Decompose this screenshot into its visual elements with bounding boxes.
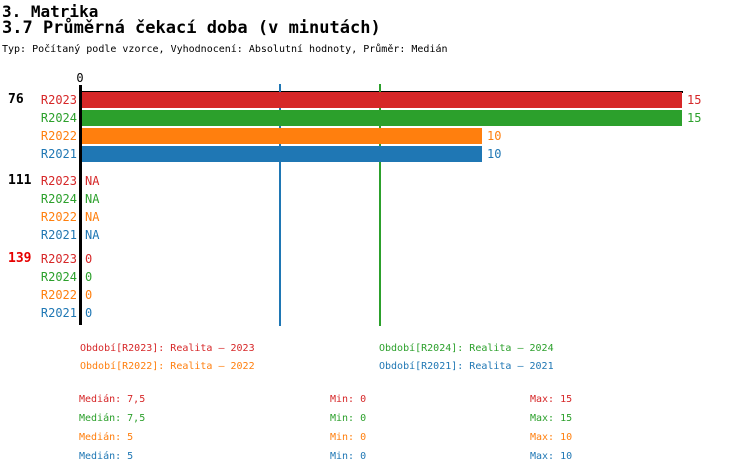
series-label-r2021: R2021 xyxy=(40,306,77,320)
group-label-111: 111 xyxy=(8,173,32,188)
series-label-r2022: R2022 xyxy=(40,288,77,302)
na-row-r2024: R2024 NA xyxy=(0,191,750,207)
series-label-r2021: R2021 xyxy=(40,228,77,242)
series-label-r2024: R2024 xyxy=(40,270,77,284)
stat-max-r2024: Max: 15 xyxy=(530,413,573,424)
group-label-139: 139 xyxy=(8,251,32,266)
legend-item-r2022: Období[R2022]: Realita – 2022 xyxy=(80,361,255,372)
zero-row-r2022: R2022 0 xyxy=(0,287,750,303)
bar-r2023 xyxy=(82,92,682,108)
value-r2022: 0 xyxy=(85,288,93,302)
stat-max-r2022: Max: 10 xyxy=(530,432,573,443)
na-row-r2021: R2021 NA xyxy=(0,227,750,243)
stat-median-r2021: Medián: 5 xyxy=(79,451,134,462)
chart-title: 3.7 Průměrná čekací doba (v minutách) xyxy=(2,18,381,38)
bar-value-r2024: 15 xyxy=(687,111,702,125)
stat-median-r2023: Medián: 7,5 xyxy=(79,394,146,405)
bar-value-r2022: 10 xyxy=(487,129,502,143)
stat-min-r2022: Min: 0 xyxy=(330,432,367,443)
series-label-r2023: R2023 xyxy=(40,93,77,107)
value-r2023: 0 xyxy=(85,252,93,266)
series-label-r2024: R2024 xyxy=(40,111,77,125)
value-r2024: 0 xyxy=(85,270,93,284)
stat-min-r2024: Min: 0 xyxy=(330,413,367,424)
value-r2024: NA xyxy=(85,192,100,206)
median-line-r2021 xyxy=(279,84,281,326)
series-label-r2023: R2023 xyxy=(40,252,77,266)
legend-item-r2023: Období[R2023]: Realita – 2023 xyxy=(80,343,255,354)
zero-row-r2023: R2023 0 xyxy=(0,251,750,267)
series-label-r2023: R2023 xyxy=(40,174,77,188)
value-r2023: NA xyxy=(85,174,100,188)
stat-max-r2023: Max: 15 xyxy=(530,394,573,405)
bar-r2022 xyxy=(82,128,482,144)
bar-row-r2023: R2023 15 xyxy=(0,92,750,108)
bar-row-r2021: R2021 10 xyxy=(0,146,750,162)
chart-meta: Typ: Počítaný podle vzorce, Vyhodnocení:… xyxy=(2,44,448,55)
page-title: 3. Matrika xyxy=(2,2,99,21)
na-row-r2023: R2023 NA xyxy=(0,173,750,189)
stat-max-r2021: Max: 10 xyxy=(530,451,573,462)
na-row-r2022: R2022 NA xyxy=(0,209,750,225)
axis-tick-label-zero: 0 xyxy=(76,71,84,85)
legend-item-r2021: Období[R2021]: Realita – 2021 xyxy=(379,361,554,372)
bar-value-r2023: 15 xyxy=(687,93,702,107)
median-line-r2024 xyxy=(379,84,381,326)
bar-r2021 xyxy=(82,146,482,162)
series-label-r2022: R2022 xyxy=(40,129,77,143)
bar-r2024 xyxy=(82,110,682,126)
series-label-r2024: R2024 xyxy=(40,192,77,206)
series-label-r2022: R2022 xyxy=(40,210,77,224)
bar-row-r2022: R2022 10 xyxy=(0,128,750,144)
stat-min-r2023: Min: 0 xyxy=(330,394,367,405)
bar-value-r2021: 10 xyxy=(487,147,502,161)
zero-row-r2021: R2021 0 xyxy=(0,305,750,321)
y-axis-line xyxy=(79,85,82,325)
value-r2021: 0 xyxy=(85,306,93,320)
legend-item-r2024: Období[R2024]: Realita – 2024 xyxy=(379,343,554,354)
bar-row-r2024: R2024 15 xyxy=(0,110,750,126)
value-r2021: NA xyxy=(85,228,100,242)
series-label-r2021: R2021 xyxy=(40,147,77,161)
stat-median-r2024: Medián: 7,5 xyxy=(79,413,146,424)
stat-median-r2022: Medián: 5 xyxy=(79,432,134,443)
stat-min-r2021: Min: 0 xyxy=(330,451,367,462)
zero-row-r2024: R2024 0 xyxy=(0,269,750,285)
value-r2022: NA xyxy=(85,210,100,224)
group-label-76: 76 xyxy=(8,92,24,107)
